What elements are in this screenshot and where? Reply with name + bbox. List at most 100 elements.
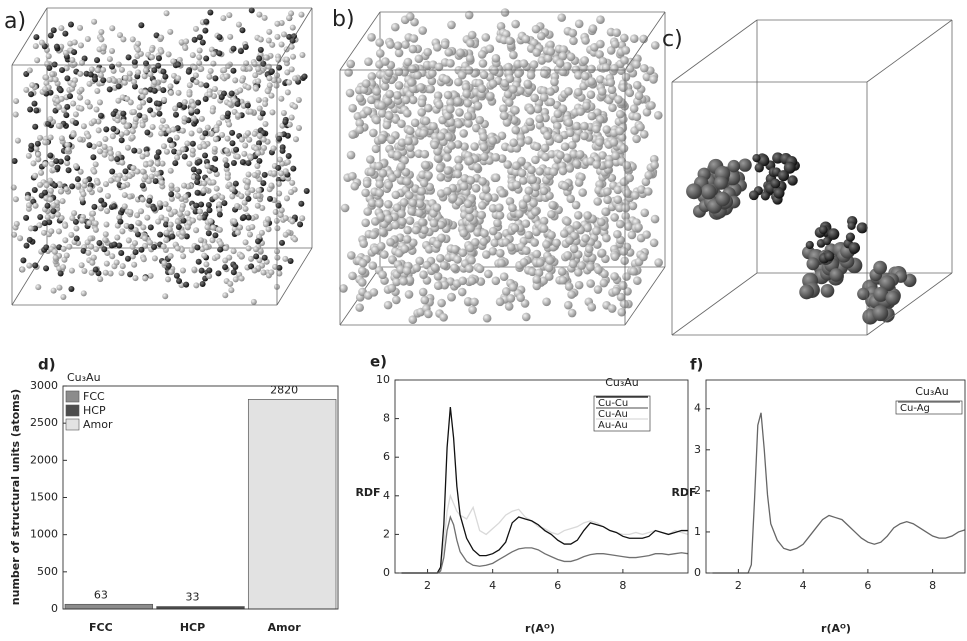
- atom: [208, 68, 214, 74]
- atom: [468, 306, 477, 315]
- atom: [192, 37, 198, 43]
- atom: [547, 47, 556, 56]
- atom: [114, 260, 120, 266]
- atom: [434, 272, 443, 281]
- atom: [174, 187, 180, 193]
- atom: [572, 159, 581, 168]
- atom: [819, 225, 828, 234]
- atom: [581, 72, 590, 81]
- atom: [397, 162, 406, 171]
- atom: [56, 285, 62, 291]
- atom: [101, 246, 107, 252]
- atom: [649, 75, 658, 84]
- atom: [620, 56, 629, 65]
- atom: [96, 127, 102, 133]
- atom: [82, 178, 88, 184]
- atom: [51, 288, 57, 294]
- atom: [592, 125, 601, 134]
- atom: [156, 111, 162, 117]
- atom: [96, 240, 102, 246]
- atom: [64, 253, 70, 259]
- atom: [523, 80, 532, 89]
- atom: [132, 240, 138, 246]
- atom: [200, 281, 206, 287]
- atom: [55, 212, 61, 218]
- atom: [51, 202, 57, 208]
- atom: [23, 215, 29, 221]
- atom: [73, 163, 79, 169]
- atom: [140, 183, 146, 189]
- atom: [536, 258, 545, 267]
- atom: [403, 177, 412, 186]
- atom: [806, 257, 819, 270]
- atom: [15, 138, 21, 144]
- atom: [419, 288, 428, 297]
- atom: [415, 54, 424, 63]
- atom: [251, 299, 257, 305]
- atom: [846, 232, 855, 241]
- atom: [378, 270, 387, 279]
- atom: [35, 141, 41, 147]
- atom: [23, 87, 29, 93]
- atom: [489, 227, 498, 236]
- atom: [462, 89, 471, 98]
- atom: [505, 37, 514, 46]
- atom: [454, 120, 463, 129]
- atom: [419, 270, 428, 279]
- atom: [619, 281, 628, 290]
- atom: [492, 277, 501, 286]
- atom: [296, 97, 302, 103]
- atom: [623, 189, 632, 198]
- panel-label: a): [4, 9, 26, 34]
- atom: [635, 92, 644, 101]
- atom: [217, 227, 223, 233]
- atom: [622, 161, 631, 170]
- atom: [419, 129, 428, 138]
- atom: [363, 179, 372, 188]
- atom: [460, 182, 469, 191]
- atom: [245, 160, 251, 166]
- atom: [592, 227, 601, 236]
- atom: [398, 217, 407, 226]
- atom: [475, 116, 484, 125]
- atom: [48, 134, 54, 140]
- y-tick-label: 1: [694, 525, 701, 538]
- atom: [417, 108, 426, 117]
- atom: [370, 288, 379, 297]
- atom: [247, 232, 253, 238]
- legend-swatch: [66, 405, 79, 416]
- atom: [198, 66, 204, 72]
- atom: [268, 183, 274, 189]
- atom: [171, 148, 177, 154]
- atom: [455, 108, 464, 117]
- atom: [245, 84, 251, 90]
- atom: [450, 264, 459, 273]
- atom: [151, 244, 157, 250]
- atom: [522, 35, 531, 44]
- atom: [633, 81, 642, 90]
- atom: [75, 183, 81, 189]
- atom: [512, 161, 521, 170]
- atom: [170, 127, 176, 133]
- atom: [410, 34, 419, 43]
- atom: [400, 198, 409, 207]
- atom: [206, 230, 212, 236]
- atom: [235, 112, 241, 118]
- atom: [447, 141, 456, 150]
- atom: [167, 83, 173, 89]
- atom: [138, 247, 144, 253]
- atom: [60, 264, 66, 270]
- atom: [93, 161, 99, 167]
- atom: [509, 51, 518, 60]
- atom: [701, 184, 717, 200]
- atom: [147, 71, 153, 77]
- y-axis-label: RDF: [355, 486, 380, 499]
- atom: [276, 203, 282, 209]
- atom: [110, 133, 116, 139]
- atom: [184, 210, 190, 216]
- atom: [285, 89, 291, 95]
- atom: [454, 78, 463, 87]
- atom: [225, 136, 231, 142]
- atom: [246, 137, 252, 143]
- atom: [608, 85, 617, 94]
